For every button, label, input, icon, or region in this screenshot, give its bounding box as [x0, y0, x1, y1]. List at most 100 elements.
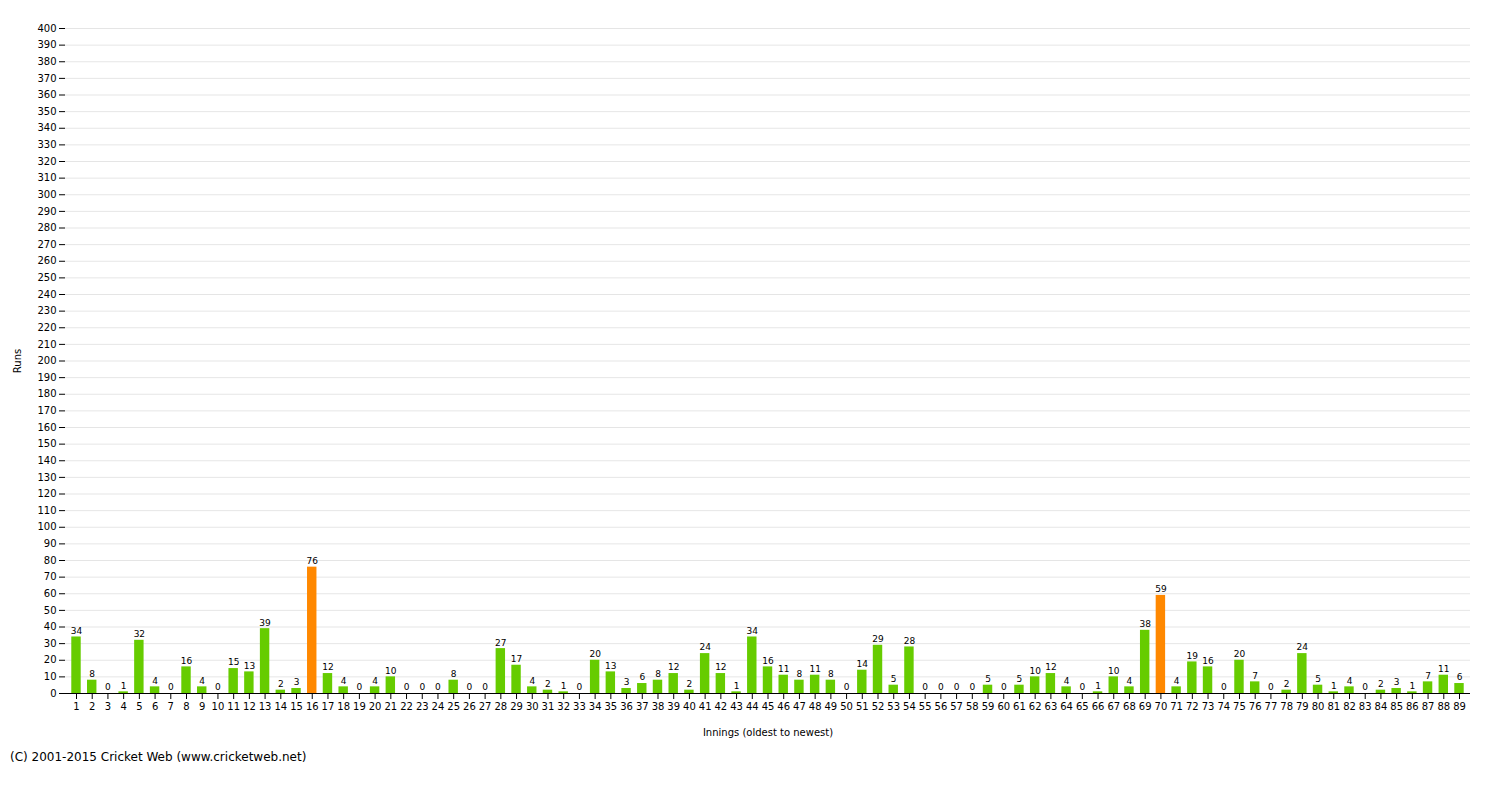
svg-text:7: 7	[1425, 671, 1431, 681]
svg-text:5: 5	[1017, 674, 1023, 684]
svg-text:270: 270	[37, 239, 56, 250]
svg-text:37: 37	[636, 701, 649, 712]
svg-text:35: 35	[604, 701, 617, 712]
svg-text:32: 32	[557, 701, 570, 712]
svg-text:4: 4	[1127, 676, 1133, 686]
svg-text:12: 12	[243, 701, 256, 712]
svg-text:1: 1	[1331, 681, 1337, 691]
svg-text:0: 0	[482, 682, 488, 692]
svg-text:5: 5	[136, 701, 142, 712]
svg-text:1: 1	[561, 681, 567, 691]
svg-text:59: 59	[1155, 584, 1167, 594]
svg-text:14: 14	[274, 701, 287, 712]
svg-text:120: 120	[37, 488, 56, 499]
svg-text:330: 330	[37, 139, 56, 150]
svg-text:70: 70	[1155, 701, 1168, 712]
svg-text:24: 24	[1297, 642, 1309, 652]
svg-text:350: 350	[37, 106, 56, 117]
svg-text:0: 0	[105, 682, 111, 692]
svg-text:13: 13	[244, 661, 255, 671]
svg-text:61: 61	[1013, 701, 1026, 712]
svg-text:20: 20	[369, 701, 382, 712]
svg-text:6: 6	[1457, 672, 1463, 682]
svg-text:390: 390	[37, 39, 56, 50]
svg-text:34: 34	[71, 626, 83, 636]
svg-text:240: 240	[37, 289, 56, 300]
svg-text:30: 30	[44, 638, 57, 649]
svg-text:7: 7	[168, 701, 174, 712]
svg-text:0: 0	[938, 682, 944, 692]
svg-text:44: 44	[746, 701, 759, 712]
svg-text:3: 3	[105, 701, 111, 712]
svg-text:27: 27	[479, 701, 492, 712]
svg-text:84: 84	[1375, 701, 1388, 712]
svg-text:63: 63	[1045, 701, 1058, 712]
svg-text:59: 59	[982, 701, 995, 712]
svg-text:4: 4	[120, 701, 126, 712]
svg-text:58: 58	[966, 701, 979, 712]
svg-text:180: 180	[37, 388, 56, 399]
svg-text:5: 5	[1315, 674, 1321, 684]
svg-text:36: 36	[620, 701, 633, 712]
svg-text:4: 4	[199, 676, 205, 686]
svg-text:Runs: Runs	[12, 349, 23, 373]
svg-text:4: 4	[341, 676, 347, 686]
svg-text:0: 0	[357, 682, 363, 692]
svg-text:16: 16	[181, 656, 193, 666]
svg-text:88: 88	[1437, 701, 1450, 712]
svg-text:28: 28	[904, 636, 916, 646]
svg-text:74: 74	[1217, 701, 1230, 712]
svg-text:320: 320	[37, 156, 56, 167]
svg-text:41: 41	[699, 701, 712, 712]
svg-text:49: 49	[824, 701, 837, 712]
svg-text:18: 18	[337, 701, 350, 712]
svg-text:90: 90	[44, 538, 57, 549]
svg-text:83: 83	[1359, 701, 1372, 712]
svg-text:67: 67	[1107, 701, 1120, 712]
svg-text:17: 17	[511, 654, 522, 664]
svg-text:78: 78	[1280, 701, 1293, 712]
svg-text:12: 12	[1045, 662, 1056, 672]
svg-text:82: 82	[1343, 701, 1356, 712]
svg-text:4: 4	[1347, 676, 1353, 686]
svg-text:0: 0	[168, 682, 174, 692]
svg-text:11: 11	[778, 664, 789, 674]
svg-text:0: 0	[404, 682, 410, 692]
svg-text:43: 43	[730, 701, 743, 712]
svg-text:0: 0	[1001, 682, 1007, 692]
svg-text:33: 33	[573, 701, 586, 712]
svg-text:9: 9	[199, 701, 205, 712]
svg-text:70: 70	[44, 571, 57, 582]
svg-text:16: 16	[762, 656, 774, 666]
svg-text:290: 290	[37, 206, 56, 217]
svg-text:0: 0	[1362, 682, 1368, 692]
svg-text:2: 2	[1284, 679, 1290, 689]
svg-text:6: 6	[152, 701, 158, 712]
svg-text:4: 4	[372, 676, 378, 686]
svg-text:64: 64	[1060, 701, 1073, 712]
svg-text:27: 27	[495, 637, 506, 647]
svg-text:40: 40	[44, 621, 57, 632]
svg-text:60: 60	[997, 701, 1010, 712]
svg-text:0: 0	[1079, 682, 1085, 692]
svg-text:10: 10	[212, 701, 225, 712]
svg-text:46: 46	[777, 701, 790, 712]
svg-text:280: 280	[37, 222, 56, 233]
svg-text:20: 20	[589, 649, 601, 659]
svg-text:62: 62	[1029, 701, 1042, 712]
svg-text:10: 10	[385, 666, 397, 676]
svg-text:20: 20	[44, 654, 57, 665]
svg-text:16: 16	[306, 701, 319, 712]
svg-text:26: 26	[463, 701, 476, 712]
svg-text:230: 230	[37, 305, 56, 316]
svg-text:220: 220	[37, 322, 56, 333]
svg-text:4: 4	[1064, 676, 1070, 686]
svg-text:170: 170	[37, 405, 56, 416]
svg-text:20: 20	[1234, 649, 1246, 659]
svg-text:8: 8	[655, 669, 661, 679]
svg-text:53: 53	[887, 701, 900, 712]
svg-text:2: 2	[89, 701, 95, 712]
svg-text:10: 10	[1108, 666, 1120, 676]
svg-text:30: 30	[526, 701, 539, 712]
svg-text:24: 24	[699, 642, 711, 652]
